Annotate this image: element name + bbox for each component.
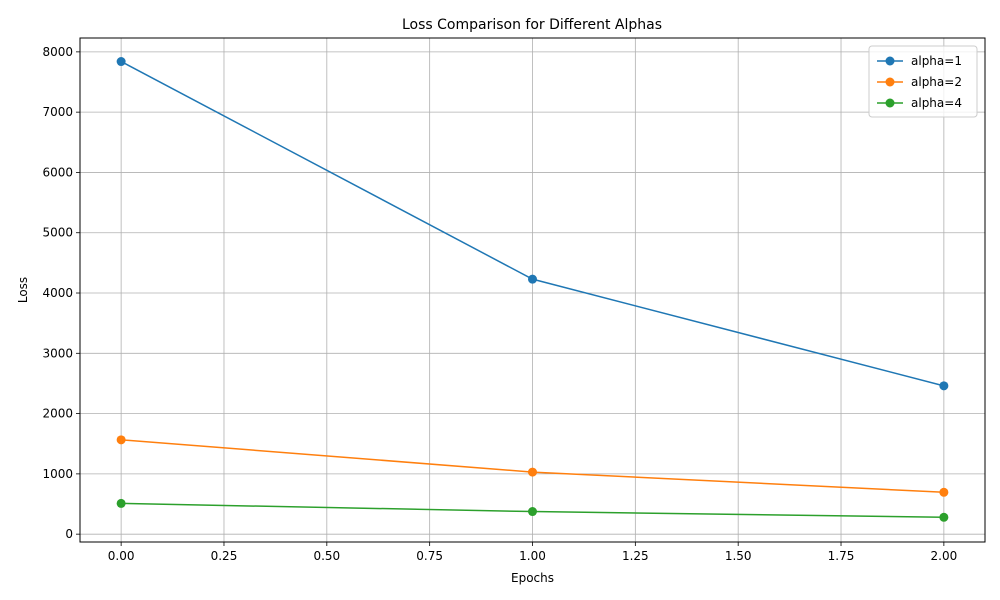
data-point xyxy=(116,435,126,445)
series-alpha=4 xyxy=(116,498,949,522)
legend-marker xyxy=(885,98,895,108)
data-point xyxy=(116,498,126,508)
legend-item: alpha=2 xyxy=(877,75,962,89)
x-tick-label: 2.00 xyxy=(931,549,958,563)
x-tick-label: 0.00 xyxy=(108,549,135,563)
series-alpha=1 xyxy=(116,57,949,391)
y-tick-label: 3000 xyxy=(42,346,73,360)
legend-marker xyxy=(885,56,895,66)
legend-label: alpha=4 xyxy=(911,96,962,110)
grid xyxy=(80,38,985,542)
legend-label: alpha=2 xyxy=(911,75,962,89)
chart-title: Loss Comparison for Different Alphas xyxy=(402,17,662,33)
y-tick-label: 8000 xyxy=(42,45,73,59)
legend-box xyxy=(868,45,978,118)
legend-item: alpha=1 xyxy=(877,54,962,68)
y-tick-label: 5000 xyxy=(42,226,73,240)
x-axis-title: Epochs xyxy=(511,571,554,585)
legend-label: alpha=1 xyxy=(911,54,962,68)
y-tick-label: 0 xyxy=(65,527,73,541)
x-tick-label: 1.25 xyxy=(622,549,649,563)
x-tick-label: 0.50 xyxy=(313,549,340,563)
x-tick-label: 1.00 xyxy=(519,549,546,563)
y-tick-label: 1000 xyxy=(42,467,73,481)
series-layer xyxy=(116,57,949,522)
legend-marker xyxy=(885,77,895,87)
x-tick-label: 0.25 xyxy=(211,549,238,563)
y-tick-label: 2000 xyxy=(42,407,73,421)
data-point xyxy=(528,467,537,477)
legend-item: alpha=4 xyxy=(877,96,962,110)
data-point xyxy=(939,487,949,497)
x-tick-label: 1.75 xyxy=(828,549,855,563)
x-tick-label: 1.50 xyxy=(725,549,752,563)
legend: alpha=1 alpha=2 alpha=4 xyxy=(868,45,978,118)
data-point xyxy=(939,512,949,522)
y-axis-title: Loss xyxy=(16,277,30,303)
ticks: 0.00 0.25 0.50 0.75 1.00 1.25 1.50 1.75 2.00 0 100… xyxy=(42,45,957,563)
y-tick-label: 6000 xyxy=(42,165,73,179)
series-alpha=2 xyxy=(116,435,949,497)
data-point xyxy=(528,507,537,517)
data-point xyxy=(939,381,949,391)
y-tick-label: 7000 xyxy=(42,105,73,119)
data-point xyxy=(116,57,126,67)
y-tick-label: 4000 xyxy=(42,286,73,300)
x-tick-label: 0.75 xyxy=(416,549,443,563)
data-point xyxy=(528,274,537,284)
